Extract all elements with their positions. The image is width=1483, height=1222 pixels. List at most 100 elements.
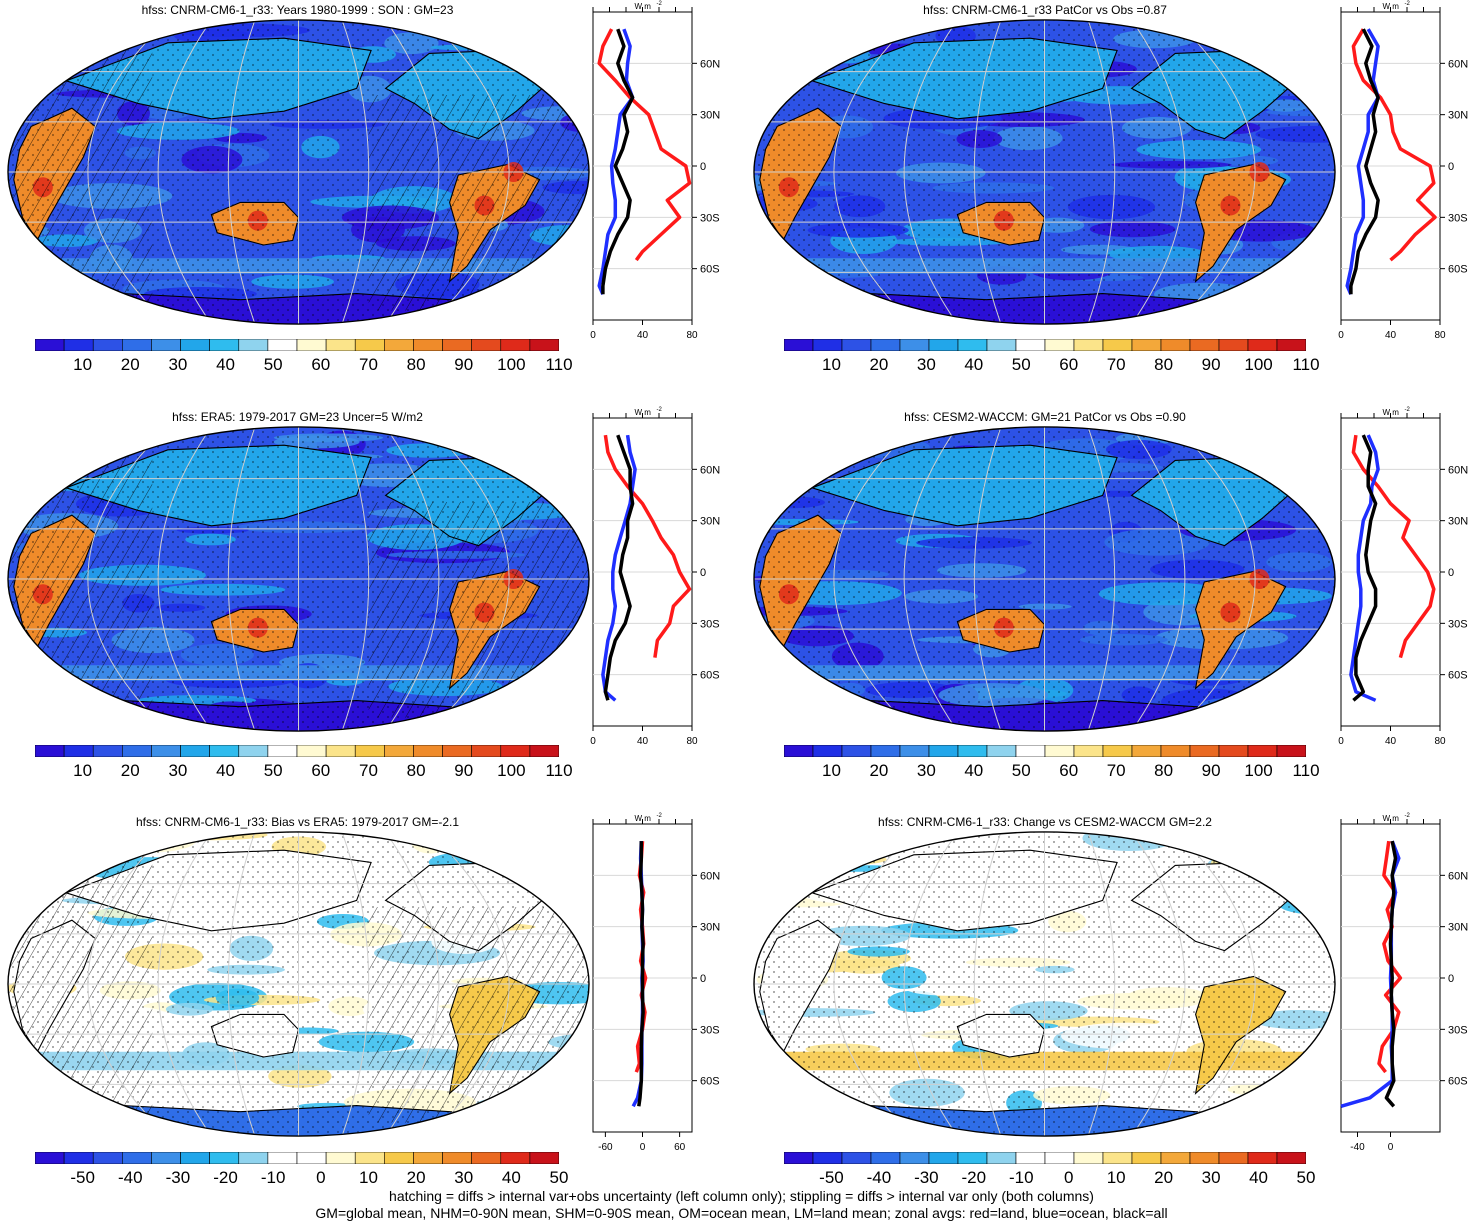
colorbar-swatch [1102, 745, 1133, 757]
colorbar-tick-label: 0 [316, 1168, 326, 1187]
lat-tick-label: 60S [700, 1076, 720, 1088]
colorbar-swatch [1218, 339, 1249, 351]
colorbar-swatch [784, 745, 814, 757]
colorbar-swatch [267, 745, 298, 757]
x-tick-label: 80 [1434, 330, 1446, 341]
field-patch [7, 723, 70, 732]
colorbar-swatch [92, 1152, 123, 1164]
lat-tick-label: 30N [1448, 922, 1468, 934]
colorbar-swatch [1131, 339, 1162, 351]
robinson-map [7, 831, 590, 1137]
colorbar-swatch [122, 1152, 152, 1164]
colorbar-tick-label: 20 [120, 761, 140, 780]
colorbar-tick-label: -20 [961, 1168, 987, 1187]
colorbar-swatch [35, 745, 65, 757]
colorbar-swatch [1044, 745, 1075, 757]
colorbar-swatch [63, 339, 94, 351]
zonal-series-all [637, 841, 645, 1107]
field-patch [476, 1095, 589, 1112]
colorbar-swatch [1131, 745, 1162, 757]
units-label: W m [635, 408, 652, 417]
field-patch [7, 275, 49, 301]
colorbar-tick-label: 40 [501, 1168, 521, 1187]
colorbar-swatch [1247, 339, 1278, 351]
colorbar-swatch [151, 339, 181, 351]
colorbar-swatch [296, 745, 327, 757]
x-tick-label: 80 [686, 736, 698, 747]
colorbar-tick-label: 110 [545, 761, 573, 780]
colorbar [35, 745, 559, 757]
lat-tick-label: 30N [1448, 516, 1468, 528]
units-label: W m [1383, 2, 1400, 11]
colorbar-swatch [899, 339, 930, 351]
colorbar-swatch [1247, 1152, 1278, 1164]
x-tick-label: 0 [590, 330, 596, 341]
colorbar-tick-label: 110 [1292, 355, 1320, 374]
colorbar-swatch [151, 1152, 181, 1164]
field-patch [753, 426, 819, 431]
x-tick-label: -60 [598, 1142, 613, 1153]
colorbar-tick-label: -10 [1008, 1168, 1034, 1187]
x-tick-label: 40 [637, 330, 649, 341]
colorbar-swatch [63, 1152, 94, 1164]
lat-tick-label: 30S [1448, 1024, 1468, 1036]
colorbar-labels: -50 -40 -30 -20 -10 0 10 20 30 40 50 [35, 1168, 568, 1188]
colorbar-swatch [957, 1152, 988, 1164]
colorbar-swatch [209, 1152, 240, 1164]
x-tick-label: 80 [686, 330, 698, 341]
colorbar-swatch [1044, 1152, 1075, 1164]
colorbar [35, 339, 559, 351]
x-tick-label: 40 [1385, 330, 1397, 341]
zonal-series-all [1349, 28, 1380, 295]
lat-tick-label: 60S [700, 264, 720, 276]
colorbar-swatch [471, 745, 502, 757]
colorbar-swatch [986, 745, 1017, 757]
lat-tick-label: 30N [700, 516, 720, 528]
colorbar [784, 339, 1306, 351]
colorbar-tick-label: -40 [117, 1168, 143, 1187]
colorbar-tick-label: 40 [216, 761, 236, 780]
colorbar-swatch [1276, 339, 1306, 351]
colorbar-labels: 10 20 30 40 50 60 70 80 90 100 110 [35, 355, 572, 375]
colorbar-tick-label: 100 [497, 355, 526, 374]
colorbar-swatch [63, 745, 94, 757]
zonal-mean-plot: 60N 30N 0 30S 60S W m -2 0 40 80 [590, 1, 720, 341]
colorbar-tick-label: 70 [358, 761, 378, 780]
lat-tick-label: 60N [700, 464, 720, 476]
colorbar-swatch [180, 339, 210, 351]
footer-line-1: hatching = diffs > internal var+obs unce… [389, 1188, 1094, 1204]
colorbar-swatch [986, 339, 1017, 351]
map-title: hfss: CESM2-WACCM: GM=21 PatCor vs Obs =… [904, 410, 1186, 424]
colorbar-swatch [1015, 745, 1046, 757]
colorbar-tick-label: 50 [1011, 761, 1031, 780]
colorbar-tick-label: 90 [1201, 355, 1221, 374]
colorbar-tick-label: 80 [406, 761, 426, 780]
lat-tick-label: 30S [1448, 212, 1468, 224]
lat-tick-label: 30N [700, 110, 720, 122]
colorbar-tick-label: 110 [1292, 761, 1320, 780]
zonal-mean-plot: 60N 30N 0 30S 60S W m -2 -40 0 [1340, 813, 1468, 1153]
field-patch [7, 1108, 103, 1123]
field-patch [538, 721, 573, 732]
field-patch [427, 426, 532, 438]
colorbar-swatch [442, 745, 472, 757]
colorbar-swatch [122, 339, 152, 351]
colorbar-tick-label: 30 [168, 761, 188, 780]
colorbar-swatch [413, 1152, 443, 1164]
field-patch [65, 426, 178, 439]
colorbar-swatch [267, 1152, 298, 1164]
colorbar-tick-label: -40 [866, 1168, 892, 1187]
colorbar-tick-label: 10 [358, 1168, 378, 1187]
colorbar-swatch [1102, 339, 1133, 351]
colorbar-tick-label: 80 [406, 355, 426, 374]
colorbar-tick-label: 60 [311, 761, 331, 780]
units-label: W m [635, 2, 652, 11]
colorbar-swatch [238, 339, 269, 351]
zonal-series-land [1351, 434, 1436, 659]
field-patch [1214, 1110, 1283, 1127]
colorbar-tick-label: 30 [168, 355, 188, 374]
colorbar-swatch [986, 1152, 1017, 1164]
colorbar-swatch [413, 745, 443, 757]
colorbar-swatch [899, 745, 930, 757]
lat-tick-label: 60S [1448, 670, 1468, 682]
